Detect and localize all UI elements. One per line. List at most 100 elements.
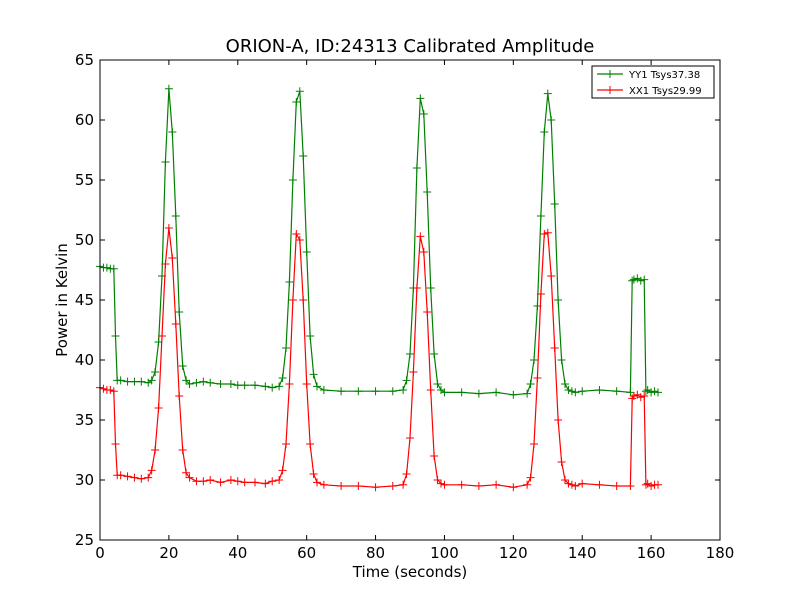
data-point bbox=[233, 381, 242, 390]
data-point bbox=[567, 387, 576, 396]
data-point bbox=[533, 374, 542, 382]
data-point bbox=[185, 473, 194, 482]
data-point bbox=[430, 350, 439, 358]
data-point bbox=[178, 362, 187, 370]
data-point bbox=[402, 470, 411, 478]
y-tick-label: 30 bbox=[75, 471, 94, 489]
data-point bbox=[474, 482, 483, 490]
data-point bbox=[137, 474, 146, 483]
data-point bbox=[406, 350, 414, 358]
data-point bbox=[275, 476, 284, 484]
data-point bbox=[299, 152, 308, 160]
data-point bbox=[168, 128, 177, 136]
data-point bbox=[178, 446, 187, 454]
data-point bbox=[182, 376, 191, 385]
data-point bbox=[151, 368, 160, 376]
data-point bbox=[406, 434, 414, 442]
data-point bbox=[543, 228, 552, 237]
data-point bbox=[636, 393, 645, 402]
data-point bbox=[564, 479, 573, 488]
data-point bbox=[302, 248, 311, 256]
y-tick-label: 55 bbox=[75, 171, 94, 189]
data-point bbox=[419, 110, 428, 118]
data-point bbox=[571, 482, 580, 490]
data-point bbox=[595, 386, 604, 394]
data-point bbox=[99, 384, 108, 393]
data-point bbox=[640, 275, 649, 284]
data-point bbox=[399, 480, 408, 489]
data-point bbox=[561, 380, 569, 388]
data-point bbox=[419, 248, 428, 256]
data-point bbox=[530, 356, 538, 364]
data-point bbox=[354, 482, 363, 490]
data-point bbox=[137, 377, 146, 386]
data-point bbox=[278, 466, 287, 475]
data-point bbox=[306, 332, 315, 340]
data-point bbox=[261, 382, 270, 391]
data-point bbox=[530, 440, 538, 448]
data-point bbox=[412, 164, 421, 172]
y-axis: 25 30 35 40 45 50 55 60 65 bbox=[75, 51, 720, 549]
data-point bbox=[111, 440, 120, 448]
data-point bbox=[109, 387, 118, 396]
data-point bbox=[161, 158, 170, 166]
data-point bbox=[161, 260, 170, 268]
data-point bbox=[402, 376, 411, 385]
x-tick-label: 140 bbox=[568, 544, 597, 562]
y-tick-label: 65 bbox=[75, 51, 94, 69]
data-point bbox=[282, 440, 290, 448]
legend-marker bbox=[606, 70, 614, 78]
x-tick-label: 100 bbox=[430, 544, 459, 562]
data-point bbox=[337, 482, 346, 490]
data-point bbox=[216, 380, 225, 388]
data-point bbox=[116, 471, 125, 480]
data-point bbox=[295, 236, 304, 244]
data-point bbox=[233, 477, 242, 486]
y-tick-label: 40 bbox=[75, 351, 94, 369]
x-tick-label: 60 bbox=[297, 544, 316, 562]
data-point bbox=[492, 388, 501, 397]
data-point bbox=[144, 473, 153, 482]
data-point bbox=[564, 386, 573, 394]
data-point bbox=[226, 476, 235, 484]
data-point bbox=[251, 381, 259, 390]
data-point bbox=[313, 382, 321, 391]
data-point bbox=[640, 392, 649, 400]
data-point bbox=[650, 387, 659, 396]
data-point bbox=[319, 480, 328, 489]
data-point bbox=[412, 284, 421, 292]
data-point bbox=[106, 386, 115, 394]
data-point bbox=[433, 476, 442, 484]
data-point bbox=[354, 387, 363, 396]
data-point bbox=[299, 296, 308, 304]
data-point bbox=[526, 473, 535, 482]
data-point bbox=[426, 284, 435, 292]
data-point bbox=[578, 387, 587, 396]
data-point bbox=[206, 476, 215, 484]
data-point bbox=[268, 477, 277, 486]
data-point bbox=[313, 478, 321, 487]
data-point bbox=[629, 275, 638, 284]
y-tick-label: 35 bbox=[75, 411, 94, 429]
data-point bbox=[612, 387, 621, 396]
data-point bbox=[168, 254, 177, 262]
data-point bbox=[540, 128, 549, 136]
x-tick-label: 0 bbox=[95, 544, 105, 562]
data-point bbox=[567, 480, 576, 489]
x-tick-label: 40 bbox=[228, 544, 247, 562]
data-point bbox=[275, 382, 284, 391]
x-tick-label: 120 bbox=[499, 544, 528, 562]
data-point bbox=[147, 466, 156, 475]
data-point bbox=[285, 380, 294, 388]
data-point bbox=[543, 89, 552, 98]
data-point bbox=[171, 212, 180, 220]
data-point bbox=[109, 264, 118, 273]
data-point bbox=[550, 200, 559, 208]
x-axis: 0 20 40 60 80 100 120 140 160 180 bbox=[95, 60, 734, 562]
data-point bbox=[536, 290, 545, 298]
data-point bbox=[199, 377, 208, 386]
data-point bbox=[523, 480, 532, 489]
data-point bbox=[151, 446, 160, 454]
data-point bbox=[433, 380, 442, 388]
data-point bbox=[440, 388, 449, 397]
